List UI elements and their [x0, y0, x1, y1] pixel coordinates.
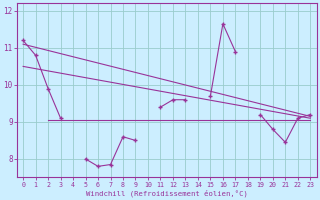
X-axis label: Windchill (Refroidissement éolien,°C): Windchill (Refroidissement éolien,°C) [86, 189, 248, 197]
